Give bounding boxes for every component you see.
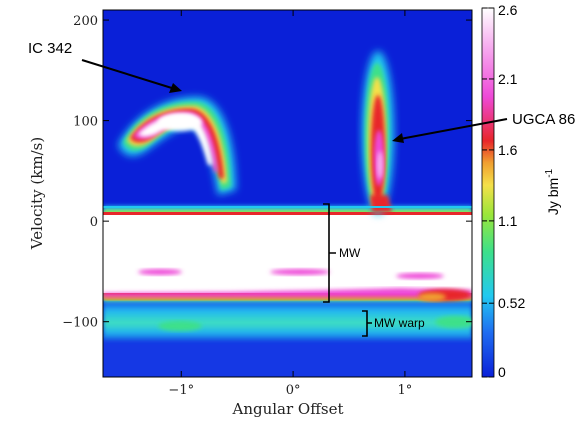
annotation-ugca86-arrowhead — [392, 133, 404, 143]
mw-orange-edge — [103, 296, 472, 300]
y-tick-label: 0 — [90, 215, 98, 230]
colorbar: 2.6 2.1 1.6 1.1 0.52 0 Jy bm-1 — [481, 2, 561, 380]
y-tick-label: 100 — [73, 115, 98, 130]
mw-warp-band — [103, 301, 472, 341]
x-tick-label: 1° — [398, 383, 413, 398]
colorbar-tick-label: 2.1 — [498, 71, 518, 87]
colorbar-tick-label: 1.6 — [498, 142, 518, 158]
colorbar-label-unit: Jy bm — [545, 178, 561, 215]
ic342-emission — [118, 96, 236, 195]
annotation-mw-bracket — [323, 203, 336, 303]
x-axis: −1° 0° 1° — [168, 10, 412, 398]
noise-band-lower — [103, 335, 472, 377]
colorbar-tick-label: 1.1 — [498, 213, 518, 229]
colorbar-tick-label: 2.6 — [498, 2, 518, 18]
mw-magenta-blob-2 — [270, 269, 330, 275]
annotation-mw-warp: MW warp — [374, 316, 425, 330]
plot-frame — [102, 9, 473, 378]
mw-orange-right — [418, 293, 446, 301]
annotation-ugca86: UGCA 86 — [512, 111, 575, 128]
mw-lower-edge-magenta — [103, 288, 472, 297]
mw-warp-knot-left — [158, 321, 202, 331]
annotation-mw: MW — [339, 246, 361, 260]
mw-magenta-blob-3 — [396, 273, 444, 279]
ic342-bright-center — [158, 113, 202, 131]
y-tick-label: 200 — [73, 14, 98, 29]
annotations: IC 342 UGCA 86 MW MW warp — [28, 40, 575, 337]
colorbar-tick-label: 0.52 — [498, 295, 525, 311]
ugca86-emission — [362, 51, 394, 215]
annotation-ic342-arrow — [81, 59, 176, 90]
annotation-ic342: IC 342 — [28, 40, 72, 57]
annotation-ugca86-arrow — [399, 118, 508, 140]
colorbar-tick-label: 0 — [498, 364, 506, 380]
colorbar-label: Jy bm-1 — [544, 168, 561, 215]
y-axis: 200 100 0 −100 — [62, 14, 472, 331]
mw-red-top-line — [103, 212, 472, 215]
x-tick-label: −1° — [168, 383, 194, 398]
y-tick-label: −100 — [62, 316, 98, 331]
x-axis-title: Angular Offset — [232, 400, 344, 418]
x-tick-label: 0° — [286, 383, 301, 398]
colorbar-label-exponent: -1 — [544, 168, 555, 177]
y-axis-title: Velocity (km/s) — [28, 137, 46, 250]
mw-magenta-blob-1 — [138, 269, 182, 275]
ugca86-pink-core — [377, 151, 383, 179]
annotation-mw-warp-bracket — [362, 310, 372, 337]
colorbar-gradient — [481, 7, 495, 378]
annotation-ic342-arrowhead — [169, 83, 182, 93]
colorbar-ticks: 2.6 2.1 1.6 1.1 0.52 0 — [482, 2, 525, 380]
heatmap-image — [103, 10, 472, 377]
mw-top-cyan-line — [103, 206, 472, 208]
mw-warp-knot-right — [435, 316, 472, 328]
mw-saturated-core — [103, 215, 472, 293]
